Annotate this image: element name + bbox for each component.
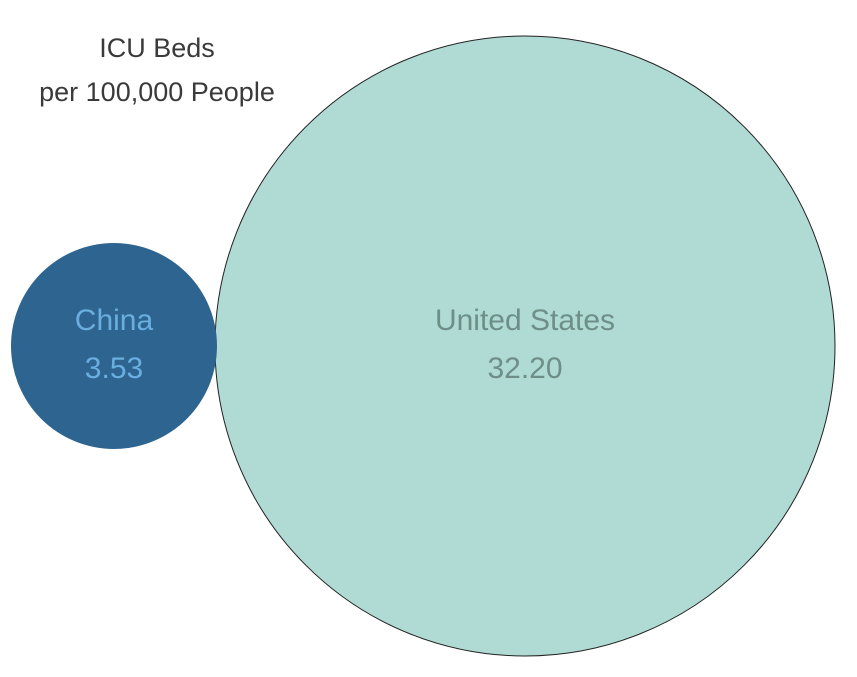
- bubble-label-united-states: United States: [435, 304, 615, 337]
- chart-title-line-2: per 100,000 People: [39, 77, 275, 107]
- bubble-china: [11, 243, 217, 449]
- bubble-united-states: [214, 35, 836, 657]
- bubble-value-united-states: 32.20: [487, 352, 562, 385]
- bubble-label-china: China: [75, 304, 154, 337]
- chart-title-line-1: ICU Beds: [99, 33, 215, 63]
- bubble-value-china: 3.53: [85, 352, 143, 385]
